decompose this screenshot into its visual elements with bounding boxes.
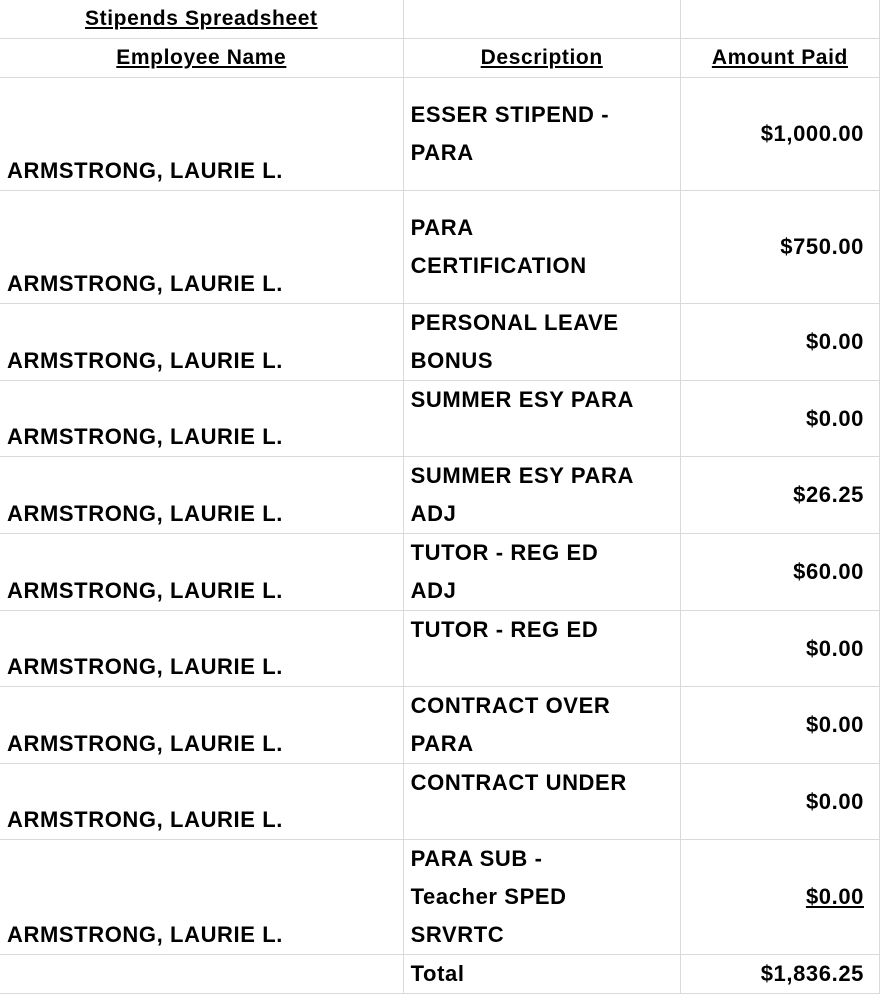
header-employee-name[interactable]: Employee Name xyxy=(0,38,404,78)
title-row: Stipends Spreadsheet xyxy=(0,0,880,39)
description-line: PARA xyxy=(410,731,474,756)
employee-name-cell[interactable]: ARMSTRONG, LAURIE L. xyxy=(0,686,404,764)
description-line: ESSER STIPEND - xyxy=(410,102,610,127)
table-row: ARMSTRONG, LAURIE L. PARA CERTIFICATION $75… xyxy=(0,190,880,304)
spreadsheet-title[interactable]: Stipends Spreadsheet xyxy=(0,0,404,39)
employee-name-cell[interactable]: ARMSTRONG, LAURIE L. xyxy=(0,303,404,381)
description-line: SUMMER ESY PARA xyxy=(410,387,634,412)
table-row: ARMSTRONG, LAURIE L. SUMMER ESY PARA ADJ $2… xyxy=(0,456,880,534)
amount-value: $750.00 xyxy=(780,234,864,259)
table-row: ARMSTRONG, LAURIE L. PERSONAL LEAVE BONUS $… xyxy=(0,303,880,381)
description-line: TUTOR - REG ED xyxy=(410,540,599,565)
employee-name-cell[interactable]: ARMSTRONG, LAURIE L. xyxy=(0,190,404,304)
amount-value: $1,000.00 xyxy=(760,121,864,146)
description-line: ADJ xyxy=(410,501,457,526)
amount-value: $0.00 xyxy=(805,884,864,909)
amount-value: $0.00 xyxy=(805,405,864,431)
empty-cell[interactable] xyxy=(402,0,681,39)
amount-value: $0.00 xyxy=(805,329,864,354)
amount-paid-cell[interactable]: $0.00 xyxy=(679,303,880,381)
amount-value: $26.25 xyxy=(793,482,864,507)
description-cell[interactable]: SUMMER ESY PARA xyxy=(402,380,681,457)
amount-paid-cell[interactable]: $26.25 xyxy=(679,456,880,534)
total-label[interactable]: Total xyxy=(402,954,681,994)
employee-name-cell[interactable]: ARMSTRONG, LAURIE L. xyxy=(0,456,404,534)
employee-name-cell[interactable]: ARMSTRONG, LAURIE L. xyxy=(0,839,404,955)
empty-cell[interactable] xyxy=(0,954,404,994)
employee-name-cell[interactable]: ARMSTRONG, LAURIE L. xyxy=(0,533,404,611)
amount-paid-cell[interactable]: $0.00 xyxy=(679,839,880,955)
description-line: CONTRACT OVER xyxy=(410,693,611,718)
amount-paid-cell[interactable]: $1,000.00 xyxy=(679,77,880,191)
description-line: PARA xyxy=(410,140,474,165)
description-line: PARA xyxy=(410,215,474,240)
amount-value: $0.00 xyxy=(805,788,864,814)
description-line: CONTRACT UNDER xyxy=(410,770,627,795)
description-cell[interactable]: PARA SUB - Teacher SPED SRVRTC xyxy=(402,839,681,955)
amount-paid-cell[interactable]: $0.00 xyxy=(679,686,880,764)
employee-name-cell[interactable]: ARMSTRONG, LAURIE L. xyxy=(0,610,404,687)
table-row: ARMSTRONG, LAURIE L. SUMMER ESY PARA $0.00 xyxy=(0,380,880,457)
header-amount-paid[interactable]: Amount Paid xyxy=(679,38,880,78)
total-row: Total $1,836.25 xyxy=(0,954,880,994)
description-cell[interactable]: PERSONAL LEAVE BONUS xyxy=(402,303,681,381)
table-row: ARMSTRONG, LAURIE L. TUTOR - REG ED ADJ $60… xyxy=(0,533,880,611)
table-row: ARMSTRONG, LAURIE L. CONTRACT OVER PARA $0.… xyxy=(0,686,880,764)
amount-paid-cell[interactable]: $0.00 xyxy=(679,610,880,687)
description-line: ADJ xyxy=(410,578,457,603)
description-line: PARA SUB - xyxy=(410,846,543,871)
header-description[interactable]: Description xyxy=(402,38,681,78)
description-line: Teacher SPED xyxy=(410,884,567,909)
description-cell[interactable]: PARA CERTIFICATION xyxy=(402,190,681,304)
table-row: ARMSTRONG, LAURIE L. CONTRACT UNDER $0.00 xyxy=(0,763,880,840)
description-cell[interactable]: TUTOR - REG ED ADJ xyxy=(402,533,681,611)
amount-paid-cell[interactable]: $0.00 xyxy=(679,763,880,840)
description-line: SUMMER ESY PARA xyxy=(410,463,634,488)
table-row: ARMSTRONG, LAURIE L. ESSER STIPEND - PARA $… xyxy=(0,77,880,191)
description-cell[interactable]: ESSER STIPEND - PARA xyxy=(402,77,681,191)
total-amount[interactable]: $1,836.25 xyxy=(679,954,880,994)
amount-paid-cell[interactable]: $0.00 xyxy=(679,380,880,457)
empty-cell[interactable] xyxy=(679,0,880,39)
amount-paid-cell[interactable]: $750.00 xyxy=(679,190,880,304)
description-cell[interactable]: CONTRACT OVER PARA xyxy=(402,686,681,764)
description-line: BONUS xyxy=(410,348,494,373)
table-row: ARMSTRONG, LAURIE L. PARA SUB - Teacher SP… xyxy=(0,839,880,955)
amount-value: $0.00 xyxy=(805,635,864,661)
employee-name-cell[interactable]: ARMSTRONG, LAURIE L. xyxy=(0,77,404,191)
description-line: SRVRTC xyxy=(410,922,505,947)
amount-paid-cell[interactable]: $60.00 xyxy=(679,533,880,611)
amount-value: $60.00 xyxy=(793,559,864,584)
description-line: TUTOR - REG ED xyxy=(410,617,599,642)
employee-name-cell[interactable]: ARMSTRONG, LAURIE L. xyxy=(0,763,404,840)
description-cell[interactable]: CONTRACT UNDER xyxy=(402,763,681,840)
description-line: CERTIFICATION xyxy=(410,253,587,278)
description-line: PERSONAL LEAVE xyxy=(410,310,619,335)
description-cell[interactable]: SUMMER ESY PARA ADJ xyxy=(402,456,681,534)
header-row: Employee Name Description Amount Paid xyxy=(0,38,880,78)
amount-value: $0.00 xyxy=(805,712,864,737)
description-cell[interactable]: TUTOR - REG ED xyxy=(402,610,681,687)
table-row: ARMSTRONG, LAURIE L. TUTOR - REG ED $0.00 xyxy=(0,610,880,687)
employee-name-cell[interactable]: ARMSTRONG, LAURIE L. xyxy=(0,380,404,457)
